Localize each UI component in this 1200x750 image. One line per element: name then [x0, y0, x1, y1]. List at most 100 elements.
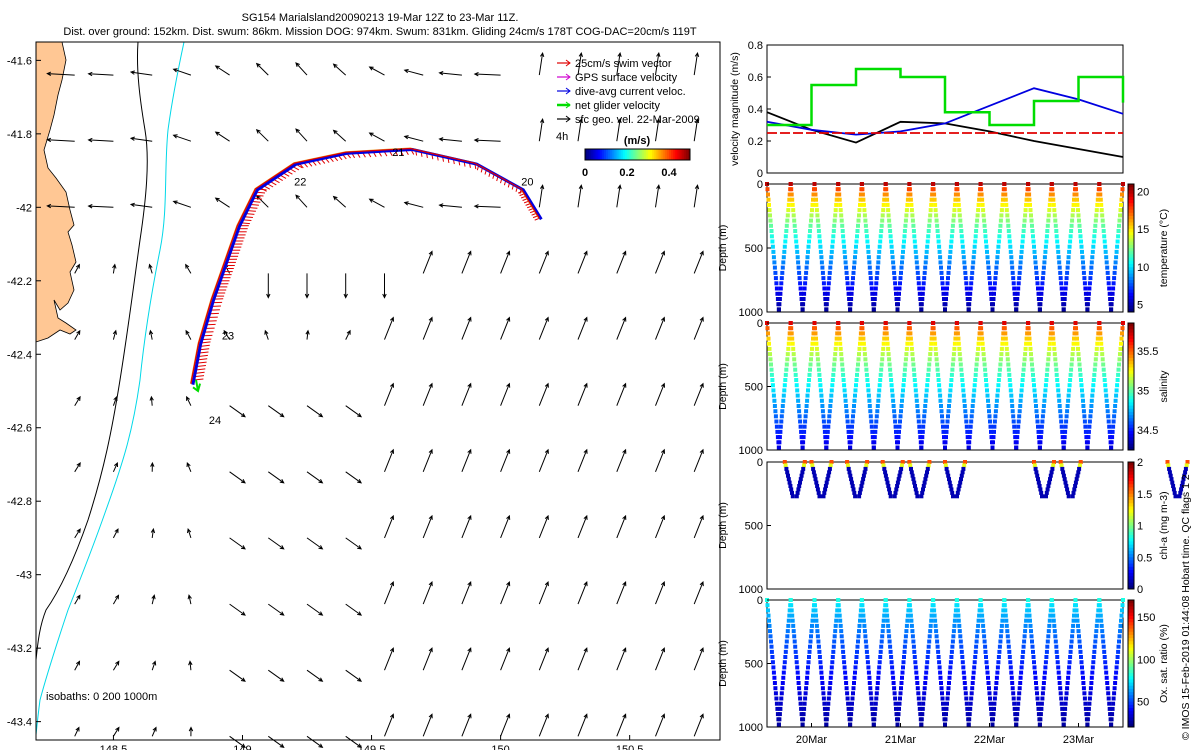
velocity-arrow — [403, 69, 424, 76]
data-point — [1052, 208, 1057, 213]
data-point — [876, 675, 881, 680]
data-point — [1165, 460, 1170, 464]
data-point — [801, 435, 806, 440]
data-point — [973, 655, 978, 659]
data-point — [793, 649, 798, 654]
data-point — [899, 270, 903, 275]
data-point — [970, 270, 975, 275]
data-point — [779, 419, 784, 424]
data-point — [1051, 202, 1056, 207]
data-point — [947, 670, 952, 675]
data-point — [1063, 286, 1068, 291]
data-point — [1010, 265, 1015, 270]
data-point — [1062, 440, 1067, 445]
data-point — [996, 244, 1001, 249]
data-point — [940, 419, 945, 424]
data-point — [1067, 249, 1072, 254]
data-point — [770, 383, 775, 388]
data-point — [1000, 202, 1005, 207]
velocity-arrow — [655, 51, 661, 76]
data-point — [966, 307, 971, 312]
data-point — [1060, 429, 1065, 434]
data-point — [926, 649, 931, 654]
data-point — [935, 639, 940, 644]
data-point — [794, 239, 799, 244]
data-point — [789, 192, 794, 197]
data-point — [902, 229, 907, 233]
isobath-1000m — [35, 41, 185, 736]
velocity-arrow — [74, 528, 81, 539]
data-point — [883, 182, 888, 186]
data-point — [893, 696, 898, 701]
data-point — [917, 424, 922, 429]
colorbar-cell — [1128, 695, 1134, 699]
data-point — [796, 398, 801, 403]
velocity-arrow — [422, 250, 433, 274]
data-point — [1023, 352, 1028, 357]
data-point — [1033, 393, 1037, 398]
data-point — [799, 706, 804, 711]
depth-axes-frame — [766, 183, 1124, 313]
data-point — [889, 660, 894, 665]
data-point — [1065, 681, 1070, 685]
data-point — [1065, 265, 1070, 270]
velocity-arrow — [577, 51, 583, 76]
colorbar-cell — [1128, 625, 1134, 630]
data-point — [879, 223, 884, 228]
data-point — [840, 223, 845, 228]
data-point — [807, 372, 812, 377]
data-point — [905, 618, 910, 623]
velocity-arrow — [186, 461, 192, 472]
data-point — [785, 218, 790, 223]
data-point — [799, 429, 804, 434]
data-point — [777, 717, 782, 722]
map-y-tick-label: -42.4 — [7, 349, 32, 361]
data-point — [828, 260, 833, 265]
data-point — [962, 398, 967, 403]
velocity-arrow — [384, 581, 394, 605]
data-point — [1076, 623, 1080, 628]
isobath-200m — [35, 41, 148, 661]
data-point — [889, 378, 894, 382]
data-point — [879, 367, 884, 372]
velocity-arrow — [538, 382, 549, 406]
data-point — [833, 623, 838, 628]
data-point — [870, 429, 875, 434]
data-point — [1078, 649, 1083, 654]
data-point — [1039, 429, 1044, 434]
data-point — [801, 712, 806, 717]
data-point — [1095, 613, 1100, 618]
data-point — [1046, 484, 1051, 488]
data-point — [804, 270, 809, 275]
data-point — [779, 281, 784, 286]
data-point — [987, 276, 992, 281]
dive-avg-current-track — [191, 147, 543, 385]
data-point — [1111, 419, 1116, 424]
data-point — [789, 608, 794, 613]
data-point — [1120, 187, 1125, 192]
data-point — [1068, 234, 1073, 239]
data-point — [987, 686, 991, 691]
data-point — [857, 213, 861, 218]
data-point — [1112, 686, 1117, 691]
data-point — [854, 244, 858, 249]
data-point — [864, 234, 869, 239]
colorbar-cell — [1128, 219, 1134, 223]
legend-arrowhead — [565, 115, 571, 123]
data-point — [804, 265, 809, 270]
data-point — [864, 644, 869, 649]
data-point — [824, 722, 829, 727]
data-point — [908, 197, 913, 202]
data-point — [1018, 404, 1023, 408]
colorbar-cell — [1128, 273, 1134, 278]
data-point — [965, 429, 970, 434]
data-point — [794, 660, 799, 665]
data-point — [955, 192, 960, 197]
data-point — [1007, 649, 1012, 654]
data-point — [892, 409, 897, 414]
data-point — [888, 644, 893, 649]
data-point — [885, 341, 890, 346]
data-point — [1119, 618, 1123, 623]
data-point — [771, 670, 776, 675]
data-point — [777, 297, 782, 301]
